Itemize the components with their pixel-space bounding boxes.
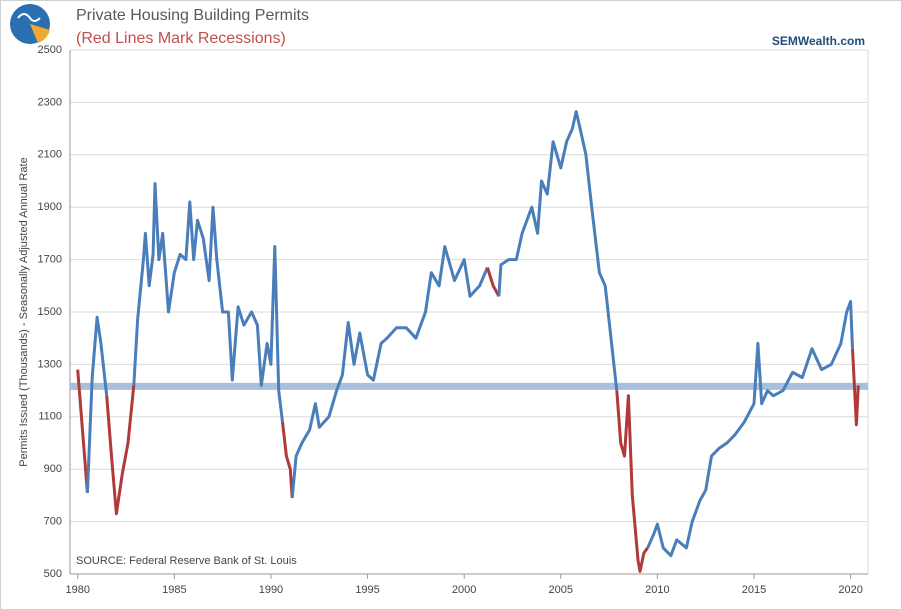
x-tick-label: 2020 bbox=[838, 584, 862, 596]
recession-line bbox=[615, 390, 649, 573]
x-tick-label: 2015 bbox=[742, 584, 766, 596]
y-tick-label: 500 bbox=[44, 568, 62, 580]
x-tick-label: 1995 bbox=[355, 584, 379, 596]
y-tick-label: 2500 bbox=[38, 44, 62, 56]
chart-subtitle: (Red Lines Mark Recessions) bbox=[76, 30, 286, 47]
x-tick-label: 2010 bbox=[645, 584, 669, 596]
y-tick-label: 1500 bbox=[38, 306, 62, 318]
series-line bbox=[85, 315, 109, 493]
y-axis-label: Permits Issued (Thousands) - Seasonally … bbox=[18, 157, 30, 466]
recession-line bbox=[851, 348, 860, 427]
recession-line bbox=[105, 385, 136, 516]
recession-line bbox=[76, 369, 89, 493]
series-line bbox=[646, 300, 854, 558]
series-line bbox=[290, 245, 489, 499]
y-tick-label: 2100 bbox=[38, 149, 62, 161]
y-tick-label: 700 bbox=[44, 516, 62, 528]
y-tick-label: 1100 bbox=[38, 411, 62, 423]
brand: SEMWealth.com bbox=[772, 34, 865, 48]
y-tick-label: 900 bbox=[44, 463, 62, 475]
y-tick-label: 1900 bbox=[38, 201, 62, 213]
y-tick-label: 1300 bbox=[38, 358, 62, 370]
x-tick-label: 1985 bbox=[162, 584, 186, 596]
y-tick-label: 2300 bbox=[38, 96, 62, 108]
x-tick-label: 1990 bbox=[259, 584, 283, 596]
logo bbox=[10, 4, 50, 44]
recession-line bbox=[281, 421, 294, 499]
chart-title: Private Housing Building Permits bbox=[76, 7, 309, 24]
series-line bbox=[497, 110, 619, 391]
recession-line bbox=[485, 267, 501, 298]
x-tick-label: 2005 bbox=[549, 584, 573, 596]
x-tick-label: 2000 bbox=[452, 584, 476, 596]
x-tick-label: 1980 bbox=[65, 584, 89, 596]
series-line bbox=[132, 182, 284, 423]
annotation: SOURCE: Federal Reserve Bank of St. Loui… bbox=[76, 555, 297, 567]
y-tick-label: 1700 bbox=[38, 254, 62, 266]
